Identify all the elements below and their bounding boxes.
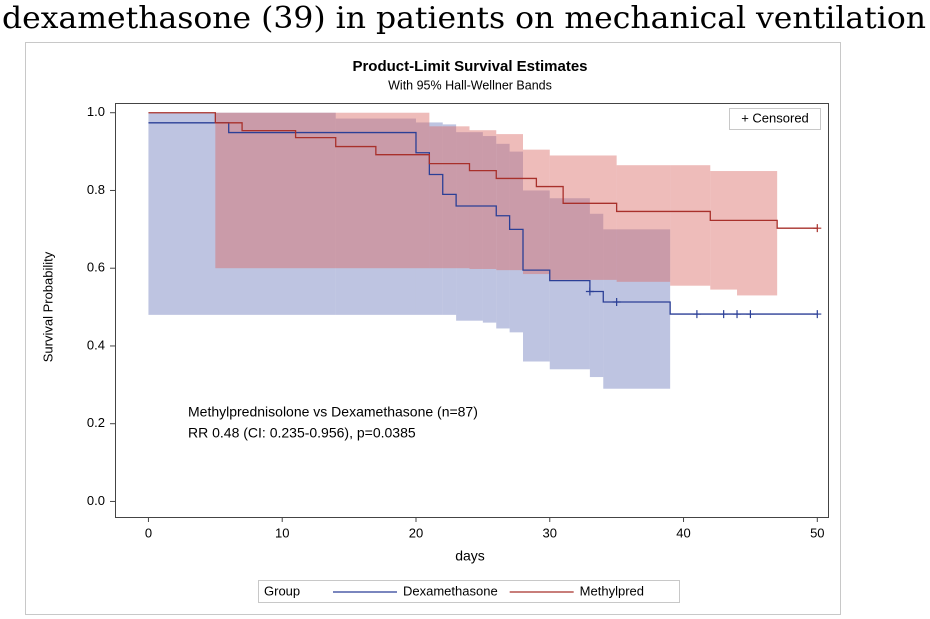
confidence-band [616,165,671,282]
y-tick-label: 0.4 [87,337,105,352]
censor-mark [692,310,701,319]
chart-title: Product-Limit Survival Estimates [352,58,587,75]
confidence-band [469,130,497,269]
y-tick-label: 0.2 [87,415,105,430]
x-tick-label: 0 [145,525,152,540]
confidence-band [509,151,524,333]
y-axis-label: Survival Probability [40,251,55,362]
confidence-band [523,190,550,362]
confidence-band [737,171,778,296]
censor-mark [612,298,621,307]
confidence-band [549,155,617,280]
survival-curve [148,122,818,315]
confidence-band [670,165,711,286]
censor-mark [746,310,755,319]
chart-subtitle: With 95% Hall-Wellner Bands [388,78,552,92]
confidence-band [148,112,336,315]
confidence-band [442,124,457,315]
legend-label: Dexamethasone [403,583,498,598]
x-tick-label: 30 [543,525,557,540]
censor-mark [813,224,822,233]
censor-legend-box [729,108,821,130]
annotation: Methylprednisolone vs Dexamethasone (n=8… [188,404,478,420]
caption: dexamethasone (39) in patients on mechan… [2,1,926,36]
confidence-band [496,134,524,271]
legend-box [258,580,680,603]
x-tick-label: 50 [810,525,824,540]
x-tick-label: 20 [409,525,423,540]
x-tick-label: 10 [275,525,289,540]
confidence-band [523,149,550,275]
confidence-band [549,198,590,370]
y-tick-label: 1.0 [87,104,105,119]
plot-frame [115,103,829,518]
legend-title: Group [264,583,300,598]
plot-area [148,112,822,389]
confidence-band [215,112,430,269]
confidence-band [603,229,671,389]
y-tick-label: 0.0 [87,493,105,508]
confidence-band [482,136,497,323]
censor-mark [719,310,728,319]
confidence-band [710,171,738,290]
confidence-band [429,126,470,269]
legend-label: Methylpred [580,583,644,598]
annotation: RR 0.48 (CI: 0.235-0.956), p=0.0385 [188,425,416,441]
chart-frame [25,42,841,615]
x-tick-label: 40 [676,525,690,540]
survival-curve [148,112,818,229]
x-axis-label: days [455,548,485,564]
y-tick-label: 0.6 [87,260,105,275]
censor-legend: + Censored [741,110,809,125]
censor-mark [813,310,822,319]
confidence-band [589,213,604,378]
censor-mark [585,287,594,296]
confidence-band [496,143,510,329]
censor-mark [733,310,742,319]
y-tick-label: 0.8 [87,182,105,197]
